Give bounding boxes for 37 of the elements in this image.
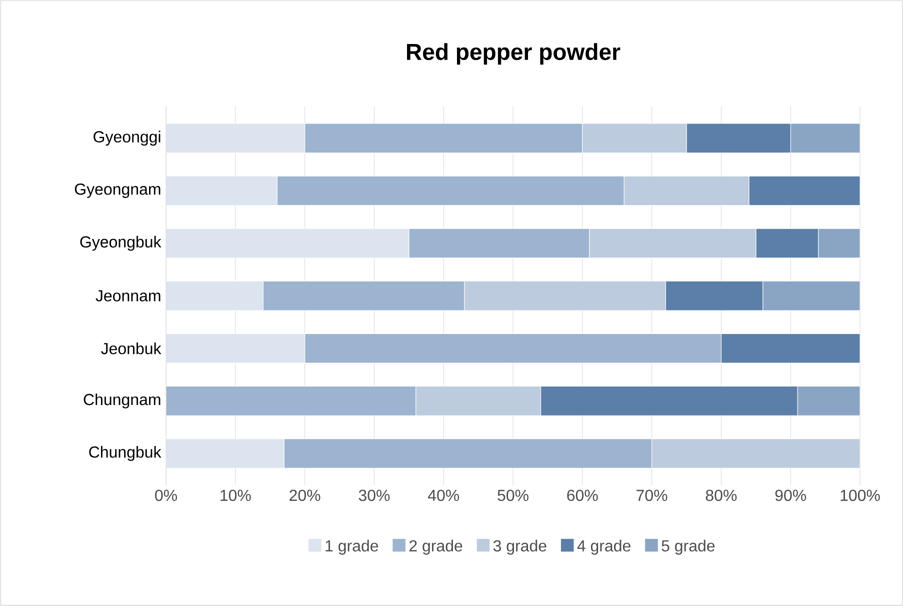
y-tick-label: Gyeongbuk (80, 236, 162, 251)
legend-label: 5 grade (662, 540, 715, 555)
bar (262, 280, 465, 311)
bar (686, 123, 791, 154)
bar (756, 228, 819, 258)
bar (166, 386, 416, 416)
y-tick-label: Jeonnam (96, 290, 160, 302)
chart-title: Red pepper powder (407, 43, 620, 65)
bar (720, 333, 860, 364)
bar (304, 333, 722, 364)
x-tick-label: 90% (775, 490, 806, 502)
x-tick-label: 10% (220, 490, 251, 502)
legend-label: 2 grade (409, 540, 462, 555)
bar (748, 176, 860, 206)
bar (408, 228, 590, 258)
x-tick-label: 40% (428, 490, 460, 502)
bar (665, 280, 764, 311)
y-tick-label: Chungnam (84, 393, 160, 408)
x-tick-label: 30% (358, 490, 390, 502)
y-tick-label: Jeonbuk (101, 342, 162, 354)
bar (540, 386, 798, 416)
bar (304, 123, 583, 154)
y-tick-label: Chungbuk (89, 446, 162, 461)
x-tick-label: 100% (840, 490, 880, 502)
x-tick-label: 0% (155, 490, 177, 502)
x-tick-label: 20% (290, 490, 320, 502)
y-tick-label: Gyeonggi (94, 130, 160, 146)
bar (284, 438, 652, 468)
x-tick-label: 50% (498, 490, 528, 502)
bar (276, 176, 624, 206)
legend-label: 1 grade (326, 540, 378, 555)
y-tick-label: Gyeongnam (74, 184, 160, 198)
x-tick-label: 70% (636, 490, 668, 502)
legend-label: 3 grade (493, 540, 546, 555)
x-tick-label: 60% (567, 490, 598, 502)
legend-label: 4 grade (577, 540, 630, 555)
x-tick-label: 80% (706, 490, 737, 502)
